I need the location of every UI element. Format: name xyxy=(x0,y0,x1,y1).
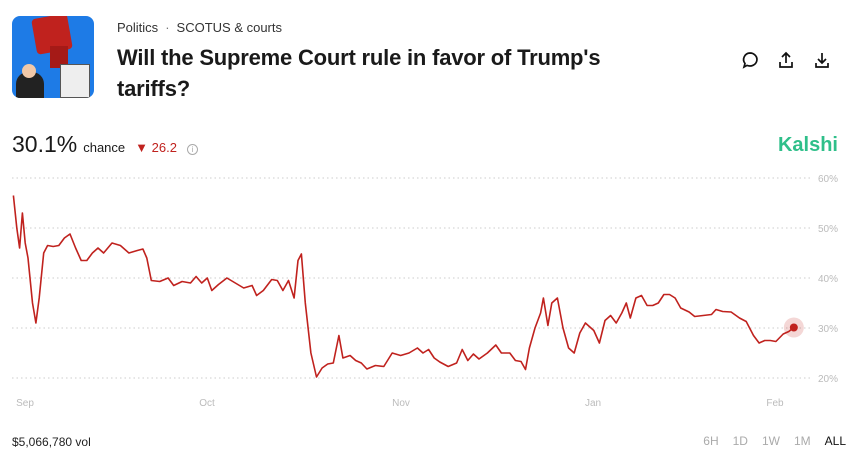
current-point xyxy=(789,323,798,332)
x-tick-label: Sep xyxy=(16,398,34,409)
x-tick-label: Jan xyxy=(585,398,601,409)
page-title: Will the Supreme Court rule in favor of … xyxy=(117,45,601,101)
x-tick-label: Oct xyxy=(199,398,215,409)
probability-change: ▼ 26.2 xyxy=(135,140,177,155)
chance-label: chance xyxy=(83,140,126,155)
market-thumbnail xyxy=(12,16,94,98)
y-tick-label: 20% xyxy=(818,374,838,385)
x-tick-label: Feb xyxy=(766,398,784,409)
breadcrumb-subcategory[interactable]: SCOTUS & courts xyxy=(176,20,282,35)
share-icon[interactable] xyxy=(776,50,796,70)
range-6h[interactable]: 6H xyxy=(703,434,719,448)
range-selector: 6H 1D 1W 1M ALL xyxy=(703,434,846,448)
series-line xyxy=(12,195,795,378)
x-tick-label: Nov xyxy=(392,398,410,409)
price-chart: 60% 50% 40% 30% 20% Sep Oct Nov Jan Feb xyxy=(12,174,838,409)
comment-icon[interactable] xyxy=(740,50,760,70)
range-1d[interactable]: 1D xyxy=(732,434,748,448)
breadcrumb-category[interactable]: Politics xyxy=(117,20,159,35)
y-tick-label: 50% xyxy=(818,224,838,235)
info-icon[interactable]: i xyxy=(186,144,198,155)
range-all[interactable]: ALL xyxy=(824,434,846,448)
delta-value: 26.2 xyxy=(151,140,177,155)
volume: $5,066,780 vol xyxy=(12,435,91,449)
breadcrumb: Politics · SCOTUS & courts xyxy=(117,20,282,35)
current-probability: 30.1% xyxy=(12,131,78,157)
probability-summary: 30.1% chance ▼ 26.2 i xyxy=(12,131,198,158)
triangle-down-icon: ▼ xyxy=(135,140,149,155)
range-1w[interactable]: 1W xyxy=(761,434,780,448)
y-tick-label: 40% xyxy=(818,274,838,285)
y-tick-label: 30% xyxy=(818,324,838,335)
kalshi-logo: Kalshi xyxy=(777,134,838,156)
range-1m[interactable]: 1M xyxy=(793,434,811,448)
download-icon[interactable] xyxy=(812,50,832,70)
y-tick-label: 60% xyxy=(818,174,838,185)
